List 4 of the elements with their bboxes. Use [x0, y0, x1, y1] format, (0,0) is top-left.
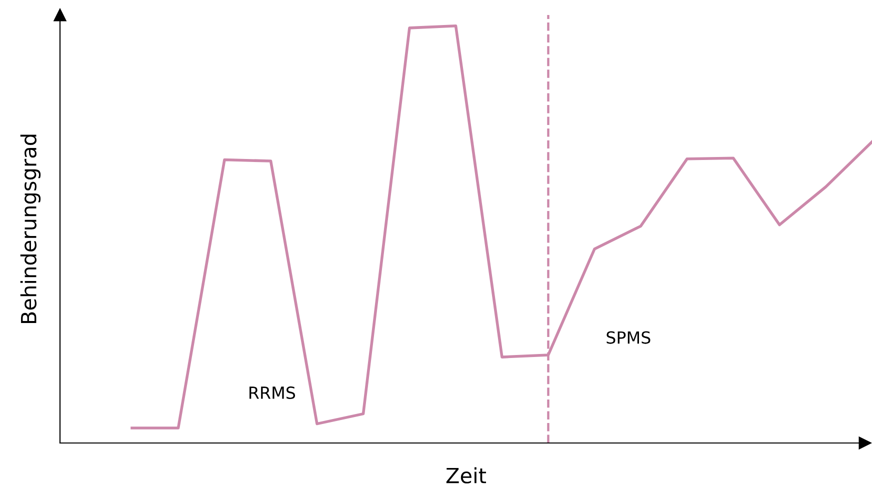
- x-axis-title: Zeit: [446, 467, 486, 484]
- annotation: RRMS: [250, 386, 296, 400]
- y-axis-title: Behinderungsgrad: [20, 134, 41, 324]
- annotation: SPMS: [606, 331, 650, 344]
